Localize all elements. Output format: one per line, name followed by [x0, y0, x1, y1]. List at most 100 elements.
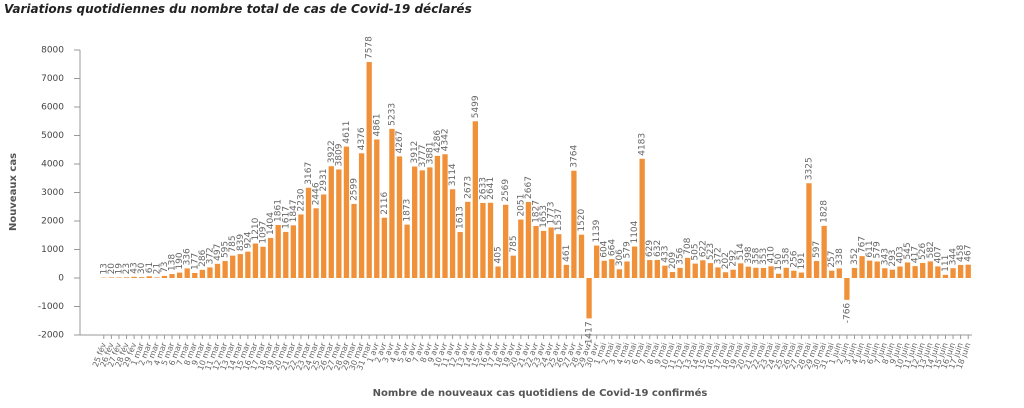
- bar: [412, 166, 418, 278]
- value-label: 372: [205, 247, 215, 264]
- value-label: 629: [645, 240, 655, 257]
- value-label: 3114: [448, 163, 458, 186]
- y-tick-label: 6000: [41, 103, 64, 113]
- y-tick-label: 8000: [41, 46, 64, 56]
- value-label: 4267: [395, 130, 405, 153]
- value-label: 21: [152, 263, 162, 274]
- value-label: 209: [668, 252, 678, 269]
- value-label: 2633: [478, 177, 488, 200]
- value-label: 467: [964, 245, 974, 262]
- value-label: 505: [691, 243, 701, 260]
- value-label: 2641: [486, 177, 496, 200]
- value-label: 286: [198, 249, 208, 266]
- bar: [882, 268, 888, 278]
- bar: [116, 277, 122, 278]
- bar: [427, 167, 433, 278]
- value-label: 2051: [516, 194, 526, 217]
- bar: [396, 156, 403, 278]
- bar: [313, 208, 319, 278]
- value-label: 1861: [274, 199, 284, 222]
- bar: [260, 246, 266, 278]
- chart-title: Variations quotidiennes du nombre total …: [4, 2, 472, 16]
- bar: [275, 224, 281, 278]
- value-label: 2230: [296, 188, 306, 211]
- y-tick-label: 2000: [41, 217, 64, 227]
- value-label: 343: [880, 248, 890, 265]
- bar: [631, 246, 638, 278]
- value-label: 2667: [524, 176, 534, 199]
- value-label: 497: [213, 244, 223, 261]
- bar: [935, 266, 941, 278]
- bar: [669, 272, 676, 278]
- value-label: 582: [926, 241, 936, 258]
- bar: [510, 255, 516, 278]
- bar: [199, 269, 206, 278]
- bar: [131, 276, 137, 278]
- bar: [480, 202, 486, 278]
- value-label: 1404: [266, 212, 276, 235]
- bar: [616, 269, 623, 278]
- value-label: 398: [744, 246, 754, 263]
- value-label: 202: [721, 252, 731, 269]
- bar: [609, 259, 615, 278]
- value-label: 190: [175, 252, 185, 269]
- value-label: 356: [676, 247, 686, 264]
- value-label: 579: [873, 241, 883, 258]
- bar: [139, 277, 145, 278]
- bar: [123, 277, 130, 278]
- bar: [677, 267, 683, 278]
- value-label: 3809: [334, 143, 344, 166]
- value-label: 372: [713, 247, 723, 264]
- bar: [647, 260, 653, 278]
- bar: [366, 62, 372, 278]
- bar: [783, 267, 789, 278]
- bar: [176, 272, 183, 278]
- bar: [866, 260, 873, 278]
- value-label: 3325: [804, 157, 814, 180]
- bar: [957, 264, 964, 278]
- value-label: 2599: [350, 178, 360, 201]
- value-label: 13: [99, 263, 109, 274]
- value-label: 611: [865, 240, 875, 257]
- value-label: 30: [137, 262, 147, 274]
- y-tick-label: 3000: [41, 188, 64, 198]
- bar: [252, 243, 259, 278]
- bar: [889, 269, 896, 278]
- bar: [813, 260, 820, 278]
- value-label: 1617: [281, 206, 291, 229]
- bar: [457, 232, 463, 278]
- value-label: 1827: [532, 200, 542, 223]
- value-label: 292: [729, 249, 739, 266]
- value-label: 1653: [539, 205, 549, 228]
- value-label: 61: [145, 262, 155, 273]
- bar: [715, 267, 721, 278]
- bar: [540, 230, 547, 278]
- bar: [374, 139, 380, 278]
- value-label: 1139: [592, 219, 602, 242]
- value-label: 4376: [357, 127, 367, 150]
- value-label: 2931: [319, 169, 329, 192]
- value-label: 1828: [820, 200, 830, 223]
- value-label: 433: [660, 245, 670, 262]
- bar: [487, 202, 494, 278]
- value-label: 523: [706, 243, 716, 260]
- value-label: 111: [941, 255, 951, 272]
- value-label: 405: [494, 246, 504, 263]
- bar: [192, 272, 198, 278]
- value-label: 785: [228, 235, 238, 252]
- value-label: 595: [221, 241, 231, 258]
- bar: [404, 224, 410, 278]
- value-label: 403: [895, 246, 905, 263]
- bar: [586, 278, 592, 319]
- value-label: 4286: [433, 130, 443, 153]
- y-tick-label: 0: [58, 274, 64, 284]
- value-label: 632: [653, 240, 663, 257]
- y-tick-label: 1000: [41, 245, 64, 255]
- bar: [768, 266, 774, 278]
- bar: [305, 187, 312, 278]
- value-label: 3881: [425, 141, 435, 164]
- value-label: 1773: [547, 202, 557, 225]
- value-label: 3922: [327, 140, 337, 163]
- y-tick-label: 7000: [41, 74, 64, 84]
